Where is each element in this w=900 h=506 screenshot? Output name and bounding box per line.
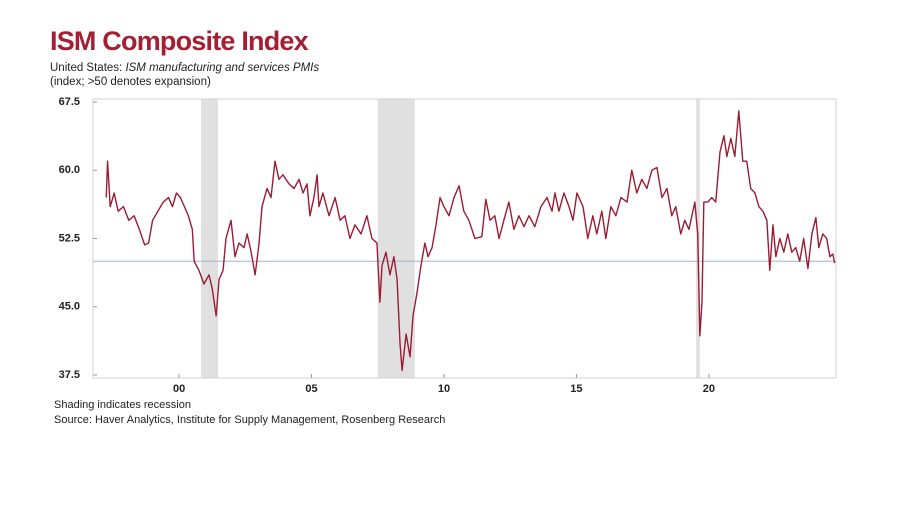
x-tick-label: 20: [703, 383, 715, 395]
x-tick-label: 15: [570, 383, 582, 395]
subtitle-measure: ISM manufacturing and services PMIs: [125, 62, 319, 74]
y-tick-label: 67.5: [59, 96, 80, 108]
source: Source: Haver Analytics, Institute for S…: [54, 414, 445, 426]
y-tick-label: 37.5: [59, 369, 80, 381]
subtitle-region: United States:: [50, 62, 122, 74]
y-tick-label: 60.0: [59, 164, 80, 176]
x-tick-label: 10: [438, 383, 450, 395]
chart-title: ISM Composite Index: [50, 26, 309, 56]
line-series: [105, 110, 836, 372]
y-tick-label: 45.0: [59, 301, 80, 313]
subtitle: United States: ISM manufacturing and ser…: [50, 62, 319, 74]
note: Shading indicates recession: [54, 399, 191, 411]
recession-band: [377, 99, 415, 378]
x-tick-label: 00: [173, 383, 185, 395]
y-tick-label: 52.5: [59, 232, 80, 244]
subtitle-units: (index; >50 denotes expansion): [50, 76, 211, 88]
x-tick-label: 05: [305, 383, 317, 395]
recession-band: [201, 99, 219, 378]
